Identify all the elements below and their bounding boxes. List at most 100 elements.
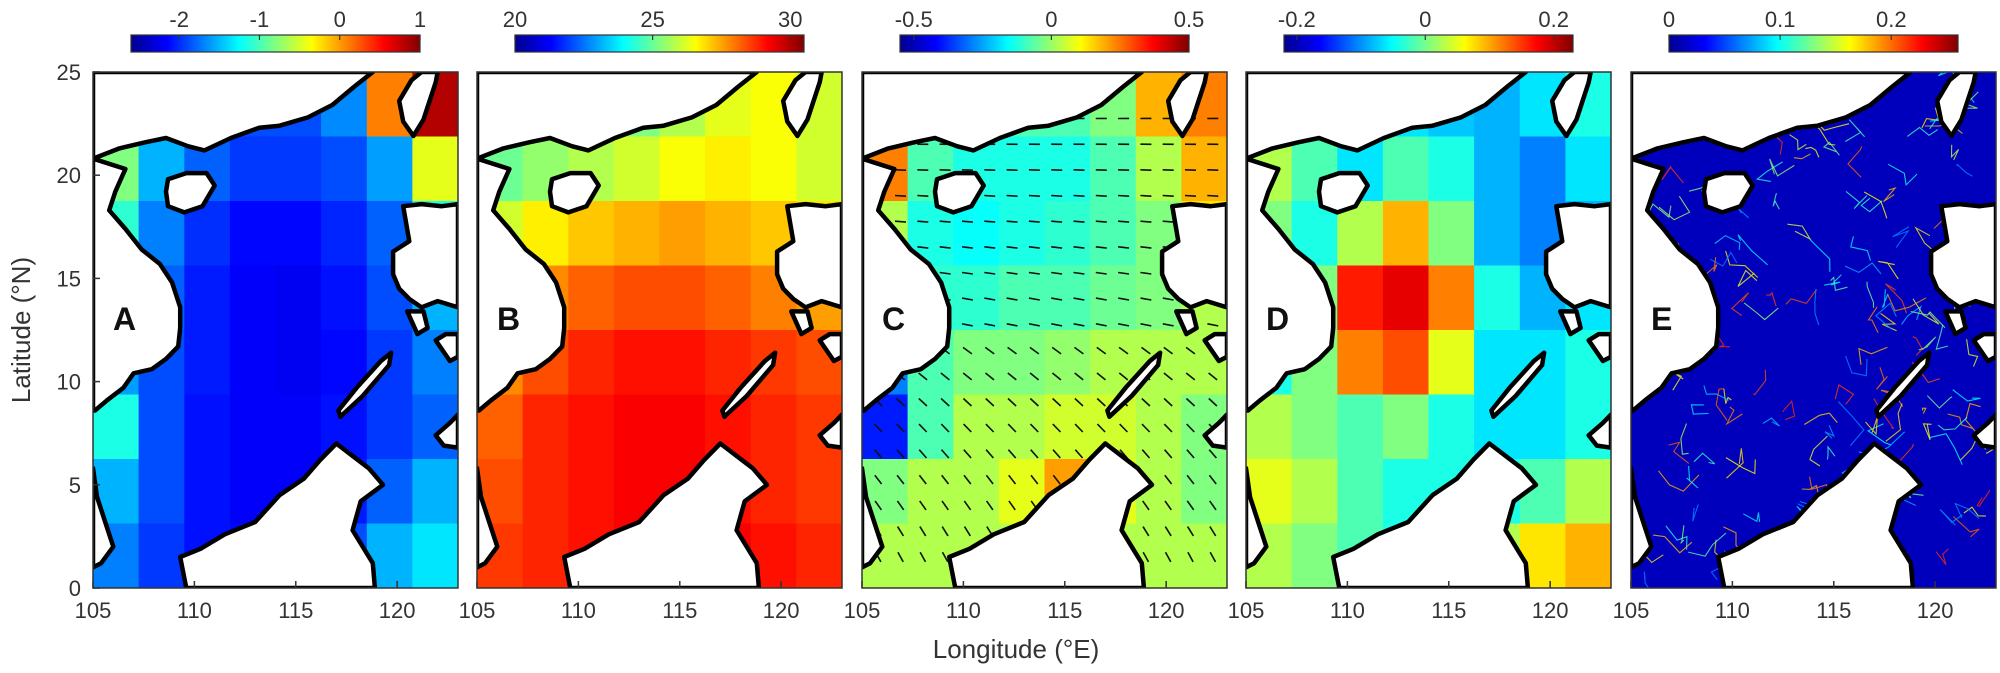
wind-arrow [1073, 194, 1085, 197]
front-filament [1737, 234, 1768, 266]
land-taiwan [1549, 72, 1593, 139]
wind-arrow [919, 500, 927, 511]
field-cell [1135, 394, 1183, 460]
wind-arrow [1006, 220, 1018, 223]
land-mindanao [1971, 412, 1996, 450]
colorbar [130, 34, 421, 53]
land-borneo [561, 441, 770, 588]
land-borneo [1330, 441, 1539, 588]
panels: A 105 110 115 120 0 5 10 15 20 25 -2 -1 0 1 B 105 110 115 1… [57, 7, 1997, 623]
land-visayas [1202, 331, 1227, 364]
wind-arrow [939, 246, 951, 249]
wind-arrow [917, 246, 929, 249]
front-filament [1789, 134, 1807, 151]
x-tick-label: 115 [278, 598, 313, 623]
field-cell [568, 459, 615, 525]
front-filament [1658, 195, 1691, 221]
wind-arrow [1164, 500, 1172, 511]
land-china-coast [862, 72, 1145, 161]
x-tick-label: 105 [75, 598, 112, 623]
wind-arrow [963, 474, 972, 485]
wind-arrow [1073, 297, 1085, 301]
wind-arrow [1140, 297, 1152, 301]
wind-arrow [1141, 449, 1151, 459]
wind-arrow [1095, 297, 1107, 301]
wind-arrow [894, 194, 907, 197]
front-filament [1965, 402, 1981, 434]
front-filament [1793, 153, 1811, 160]
wind-arrow [1074, 423, 1084, 433]
front-filament [1730, 292, 1750, 317]
wind-arrow [941, 526, 949, 537]
field-cell [750, 136, 798, 202]
x-tick-label: 115 [1816, 598, 1851, 623]
front-filament [1814, 289, 1820, 326]
wind-arrow [984, 346, 995, 355]
wind-arrow [984, 271, 996, 275]
field-cell [1565, 459, 1611, 525]
wind-arrow [1073, 246, 1085, 249]
wind-arrow [984, 323, 996, 327]
front-filament [1692, 504, 1699, 522]
land-luzon [1543, 201, 1611, 310]
wind-arrow [985, 423, 995, 433]
wind-arrow [1208, 474, 1217, 485]
wind-arrow [963, 526, 971, 537]
land-mindoro [1174, 309, 1199, 337]
wind-arrow [961, 271, 974, 275]
wind-arrow [1051, 220, 1063, 223]
wind-arrow [1209, 526, 1217, 537]
y-tick-label: 10 [57, 370, 81, 395]
front-filament [1725, 457, 1756, 475]
wind-arrow [874, 474, 883, 485]
field-cell [229, 265, 277, 331]
wind-arrow [1185, 372, 1196, 381]
y-tick-label: 5 [69, 473, 81, 498]
field-cell [1474, 136, 1521, 202]
field-cell [1382, 394, 1430, 460]
front-filament [1844, 262, 1882, 275]
front-filament [1762, 417, 1780, 427]
x-tick-label: 110 [177, 598, 212, 623]
field-cell [1181, 523, 1227, 588]
land-palawan [336, 350, 394, 419]
field-cell [184, 394, 231, 460]
field-cell [522, 523, 569, 588]
wind-arrow [1118, 246, 1130, 249]
wind-arrow [1187, 551, 1194, 563]
wind-arrow [1162, 323, 1174, 327]
front-filament [1765, 291, 1777, 307]
wind-arrow [962, 372, 973, 381]
front-filament [1686, 465, 1699, 489]
front-filament [1858, 346, 1888, 365]
wind-arrow [1186, 474, 1195, 485]
field-cell [1382, 201, 1430, 267]
wind-arrow [1118, 194, 1130, 197]
front-filament [1715, 388, 1728, 421]
wind-arrow [941, 474, 950, 485]
field-cell [953, 459, 1000, 525]
wind-arrow [1118, 346, 1129, 355]
wind-arrow [1162, 297, 1174, 301]
panel-c-field [862, 72, 1227, 588]
wind-arrow [1140, 323, 1152, 327]
y-tick-label: 25 [57, 60, 81, 85]
land-china-coast [477, 72, 760, 161]
front-filament [1782, 399, 1796, 421]
field-cell [1950, 523, 1996, 588]
front-filament [1824, 424, 1835, 439]
panel-label: C [882, 301, 905, 337]
field-cell [1428, 136, 1475, 202]
wind-arrow [985, 474, 994, 485]
colorbar-tick-label: 0.1 [1765, 7, 1796, 32]
wind-arrow [941, 500, 949, 511]
field-cell [1519, 394, 1567, 460]
colorbar-tick-label: 0 [1045, 7, 1057, 32]
wind-arrow [1095, 323, 1107, 327]
field-cell [1090, 201, 1137, 267]
field-cell [229, 136, 277, 202]
field-cell [659, 394, 706, 460]
front-filament [1725, 406, 1743, 426]
panel-d: D 105 110 115 120 -0.2 0 0.2 [1228, 7, 1612, 623]
land-mindoro [405, 309, 430, 337]
